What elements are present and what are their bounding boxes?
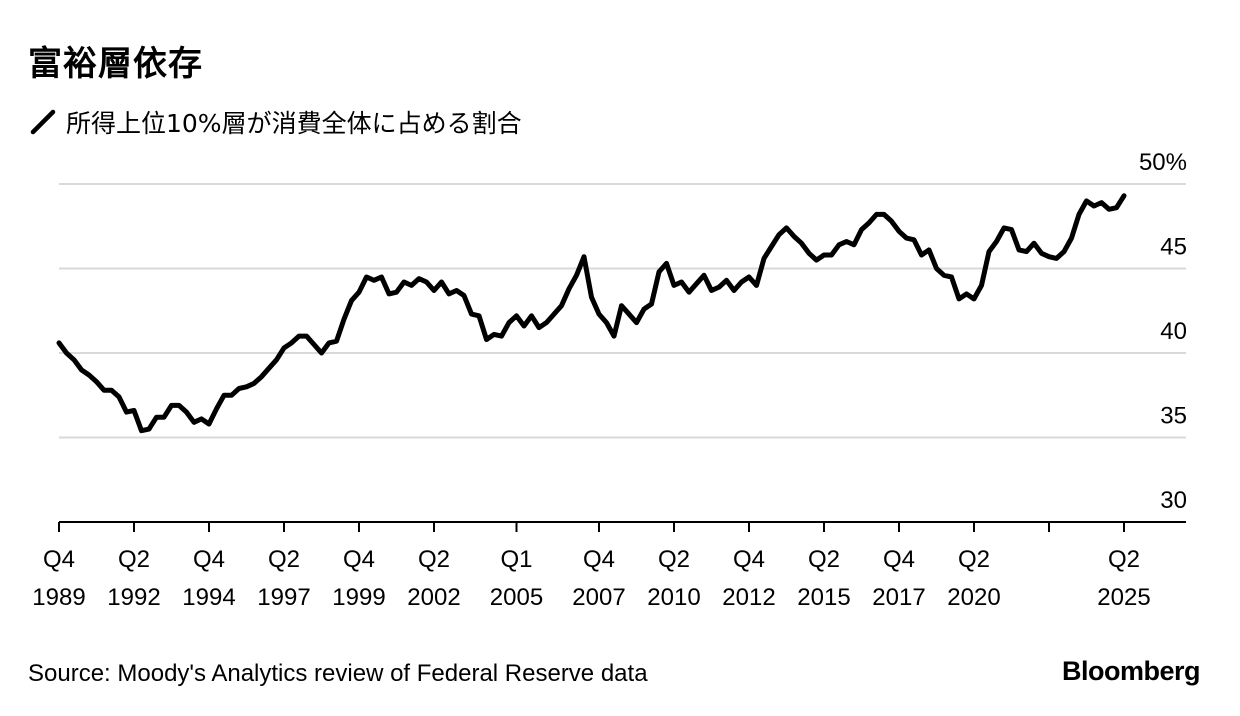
x-tick-label-quarter: Q2 [118,546,150,573]
x-tick-label-year: 2005 [490,584,543,611]
bloomberg-logo: Bloomberg [1061,656,1201,686]
x-tick-label-quarter: Q2 [658,546,690,573]
series-layer [56,193,1127,434]
gridlines [59,183,1186,439]
x-tick-label-quarter: Q2 [418,546,450,573]
x-tick-label-year: 1994 [182,584,235,611]
x-tick-label-year: 2025 [1097,584,1150,611]
y-tick-label: 40 [1160,318,1187,345]
y-tick-label: 35 [1160,403,1187,430]
x-tick-label-year: 2020 [947,584,1000,611]
x-tick-label-quarter: Q2 [958,546,990,573]
legend: 所得上位10%層が消費全体に占める割合 [30,104,522,140]
x-tick-label-quarter: Q4 [193,546,225,573]
x-tick-label-year: 1997 [257,584,310,611]
x-tick-label-quarter: Q1 [500,546,532,573]
source-note: Source: Moody's Analytics review of Fede… [28,660,648,687]
x-axis: Q4 1989 Q2 1992 Q4 1994 Q2 1997 Q4 1999 Q2 2002 Q1 20… [32,521,1186,611]
x-tick-label-year: 1992 [107,584,160,611]
x-tick-label-year: 2017 [872,584,925,611]
x-tick-label-quarter: Q4 [43,546,75,573]
y-tick-label: 45 [1160,234,1187,261]
x-tick-label-quarter: Q4 [733,546,765,573]
x-tick-label-year: 1999 [332,584,385,611]
x-tick-label-quarter: Q4 [343,546,375,573]
x-tick-label-quarter: Q2 [808,546,840,573]
x-tick-label-year: 2012 [722,584,775,611]
y-axis-tick-labels: 50% 45 40 35 30 [1139,149,1187,514]
x-tick-label-year: 2010 [647,584,700,611]
y-tick-label: 50% [1139,149,1187,176]
x-tick-label-quarter: Q4 [883,546,915,573]
y-tick-label: 30 [1160,487,1187,514]
x-tick-label-quarter: Q4 [583,546,615,573]
legend-line-swatch-icon [30,109,56,135]
x-tick-label-year: 2015 [797,584,850,611]
x-tick-label-year: 2002 [407,584,460,611]
legend-label: 所得上位10%層が消費全体に占める割合 [66,109,522,138]
x-tick-label-year: 1989 [32,584,85,611]
series-line [56,193,1127,434]
x-tick-label-year: 2007 [572,584,625,611]
x-tick-label-quarter: Q2 [1108,546,1140,573]
chart-title: 富裕層依存 [28,44,203,84]
x-tick-label-quarter: Q2 [268,546,300,573]
